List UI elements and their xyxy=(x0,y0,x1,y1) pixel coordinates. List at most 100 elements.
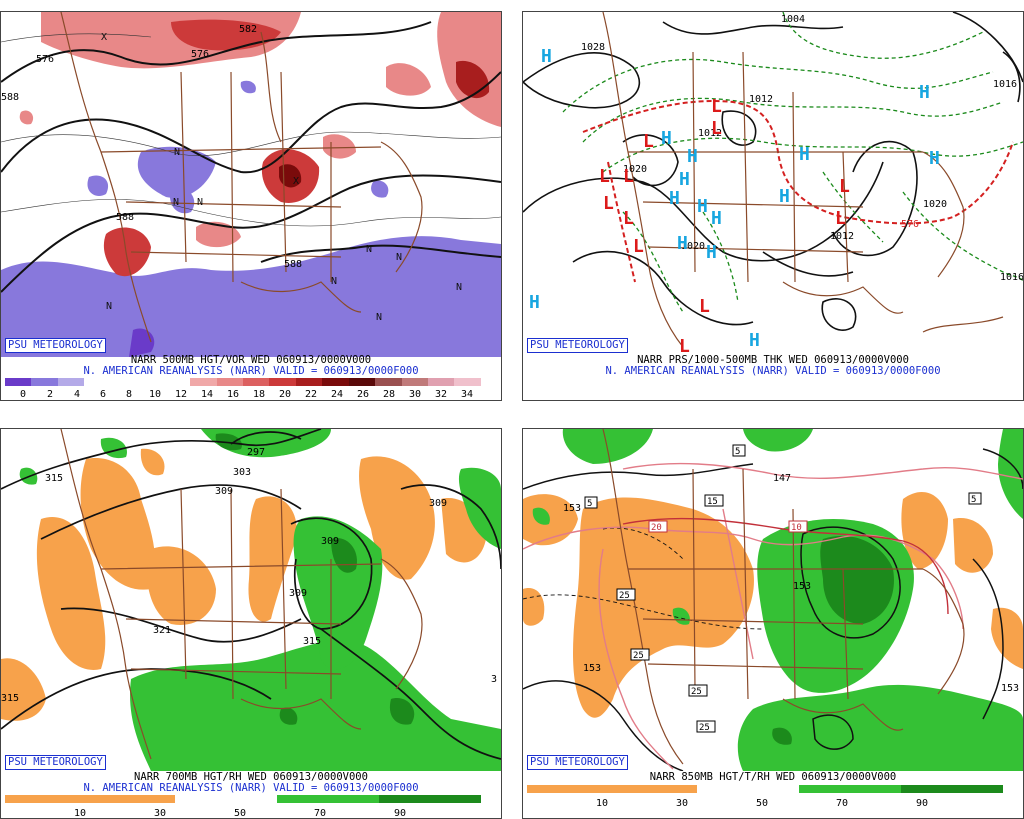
map-850mb: 153 153 153 153 147 5 15 10 20 25 25 25 … xyxy=(523,429,1023,771)
temp-label: 25 xyxy=(691,687,702,697)
tick-label: 20 xyxy=(278,389,292,400)
tick-label: 18 xyxy=(252,389,266,400)
panel-valid-line: N. AMERICAN REANALYSIS (NARR) VALID = 06… xyxy=(605,365,941,377)
psu-badge: PSU METEOROLOGY xyxy=(5,755,106,770)
isobar-label: 1012 xyxy=(830,231,854,242)
contour-label: 576 xyxy=(191,49,209,60)
vort-min-marker: N xyxy=(173,197,179,208)
contour-label: 303 xyxy=(233,467,251,478)
tick-label: 0 xyxy=(19,389,27,400)
low-marker: L xyxy=(839,176,850,197)
map-pressure: 1028 1004 1012 1012 1020 1020 1012 1016 … xyxy=(523,12,1023,357)
tick-label: 30 xyxy=(675,798,689,809)
temp-label: 5 xyxy=(735,447,740,457)
contour-label: 309 xyxy=(215,486,233,497)
tick-label: 16 xyxy=(226,389,240,400)
panel-title: NARR PRS/1000-500MB THK WED 060913/0000V… xyxy=(637,354,909,366)
neg-vort-area xyxy=(240,80,256,94)
map-700mb: 315 303 309 309 309 309 321 315 315 297 … xyxy=(1,429,501,771)
vort-min-marker: N xyxy=(366,244,372,255)
vorticity-colorbar xyxy=(5,378,481,386)
low-marker: L xyxy=(643,131,654,152)
panel-valid-line: N. AMERICAN REANALYSIS (NARR) VALID = 06… xyxy=(83,782,419,794)
high-pressure-markers: H H H H H H H H H H H H H H H xyxy=(529,46,940,351)
low-marker: L xyxy=(603,193,614,214)
vort-contour xyxy=(1,33,152,43)
neg-vort-area xyxy=(129,328,155,357)
high-marker: H xyxy=(669,188,680,209)
tick-label: 30 xyxy=(153,808,167,819)
temperature-20-line xyxy=(622,517,949,615)
tick-label: 12 xyxy=(174,389,188,400)
height-contour xyxy=(1,174,501,293)
map-borders xyxy=(602,12,1004,348)
tick-label: 30 xyxy=(408,389,422,400)
isobar-label: 1016 xyxy=(993,79,1017,90)
high-marker: H xyxy=(687,146,698,167)
high-marker: H xyxy=(711,208,722,229)
pos-vort-area xyxy=(279,164,302,188)
tick-label: 34 xyxy=(460,389,474,400)
pos-vort-area xyxy=(386,63,431,96)
temperature-box-labels: 5 15 10 20 25 25 25 25 5 5 xyxy=(584,444,982,733)
high-marker: H xyxy=(799,144,810,165)
panel-title: NARR 500MB HGT/VOR WED 060913/0000V000 xyxy=(130,354,372,366)
height-contour xyxy=(1,21,432,83)
high-marker: H xyxy=(541,46,552,67)
isobar-label: 1004 xyxy=(781,14,805,25)
vort-min-marker: N xyxy=(106,301,112,312)
tick-label: 14 xyxy=(200,389,214,400)
tick-label: 26 xyxy=(356,389,370,400)
isobars xyxy=(523,12,1023,331)
panel-title: NARR 850MB HGT/T/RH WED 060913/0000V000 xyxy=(649,771,897,783)
low-marker: L xyxy=(711,96,722,117)
tick-label: 10 xyxy=(73,808,87,819)
vort-max-marker: X xyxy=(293,176,299,187)
high-marker: H xyxy=(679,169,690,190)
temp-label: 25 xyxy=(619,591,630,601)
pos-vort-area xyxy=(196,221,241,248)
temperature-lines xyxy=(523,462,1023,770)
tick-label: 2 xyxy=(46,389,54,400)
vort-min-marker: N xyxy=(174,147,180,158)
contour-label: 309 xyxy=(289,588,307,599)
isobar-label: 1020 xyxy=(681,241,705,252)
vort-min-marker: N xyxy=(331,276,337,287)
low-marker: L xyxy=(711,118,722,139)
high-marker: H xyxy=(697,196,708,217)
neg-vort-area xyxy=(137,146,216,198)
psu-badge: PSU METEOROLOGY xyxy=(527,338,628,353)
panel-700mb-rh: 315 303 309 309 309 309 321 315 315 297 … xyxy=(0,428,502,819)
height-contours xyxy=(523,448,1023,771)
isobar-label: 1020 xyxy=(623,164,647,175)
contour-label: 309 xyxy=(429,498,447,509)
contour-label: 153 xyxy=(563,503,581,514)
panel-850mb-temp-rh: 153 153 153 153 147 5 15 10 20 25 25 25 … xyxy=(522,428,1024,819)
contour-label: 309 xyxy=(321,536,339,547)
contour-label: 315 xyxy=(303,636,321,647)
low-marker: L xyxy=(679,336,690,357)
panel-500mb-vorticity: 576 582 576 588 588 588 N N N N N N N N … xyxy=(0,11,502,401)
dry-areas xyxy=(1,448,486,721)
temp-label: 15 xyxy=(707,497,718,507)
high-marker: H xyxy=(779,186,790,207)
temp-label: 5 xyxy=(587,499,592,509)
temp-label: 10 xyxy=(791,523,802,533)
high-marker: H xyxy=(919,82,930,103)
contour-label: 321 xyxy=(153,625,171,636)
contour-label: 153 xyxy=(583,663,601,674)
temp-label: 5 xyxy=(971,495,976,505)
thickness-lines xyxy=(562,12,1023,313)
isobar-label: 1016 xyxy=(1000,272,1023,283)
high-marker: H xyxy=(749,330,760,351)
contour-label: 147 xyxy=(773,473,791,484)
tick-label: 90 xyxy=(915,798,929,809)
map-borders xyxy=(602,429,965,765)
high-marker: H xyxy=(661,128,672,149)
isobar-label: 1012 xyxy=(749,94,773,105)
rh-colorbar xyxy=(527,785,1003,793)
isobar-label: 1028 xyxy=(581,42,605,53)
low-marker: L xyxy=(599,166,610,187)
low-marker: L xyxy=(633,236,644,257)
tick-label: 6 xyxy=(99,389,107,400)
